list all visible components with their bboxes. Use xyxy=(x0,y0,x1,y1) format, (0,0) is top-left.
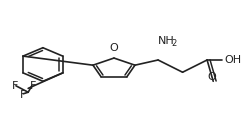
Text: NH: NH xyxy=(158,36,175,46)
Text: OH: OH xyxy=(224,55,241,65)
Text: F: F xyxy=(12,81,18,91)
Text: F: F xyxy=(30,81,36,91)
Text: F: F xyxy=(20,90,27,100)
Text: O: O xyxy=(208,72,216,82)
Text: 2: 2 xyxy=(171,39,177,48)
Text: O: O xyxy=(109,43,118,53)
